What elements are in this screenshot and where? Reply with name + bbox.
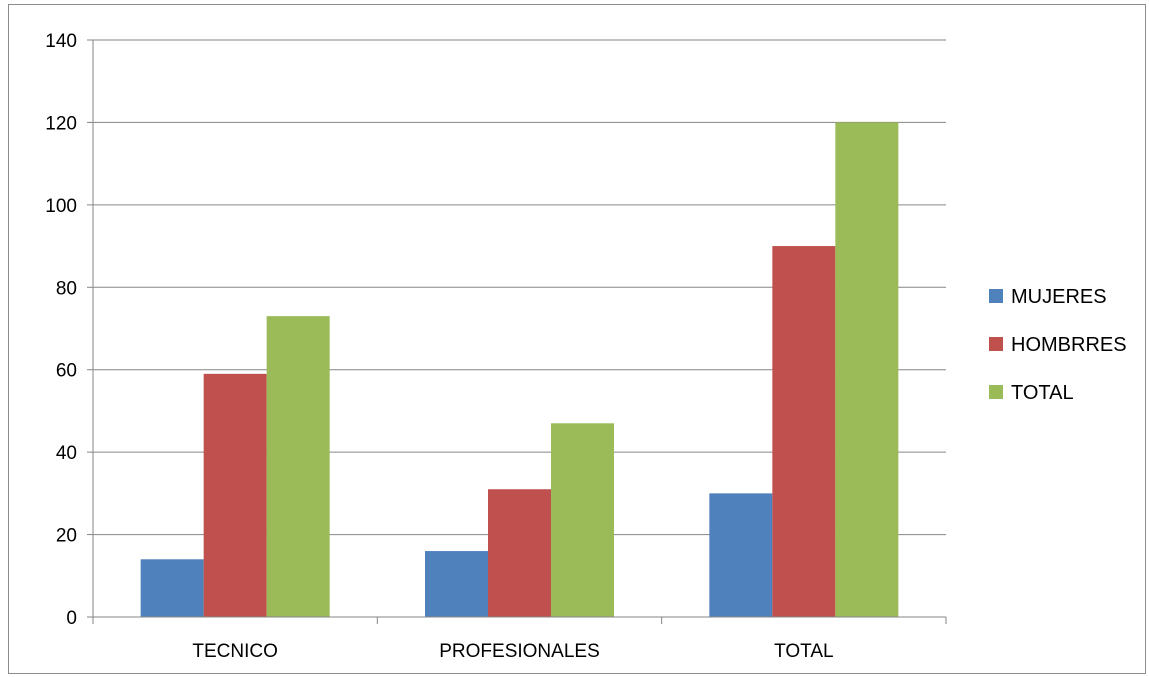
x-category-label: TOTAL: [774, 641, 833, 662]
x-category-label: TECNICO: [192, 641, 278, 662]
bar-mujeres-profesionales: [425, 551, 488, 617]
legend-label: HOMBRRES: [1011, 334, 1127, 356]
y-tick-label: 80: [56, 278, 77, 299]
bar-total-total: [835, 122, 899, 617]
legend-label: TOTAL: [1011, 382, 1074, 404]
legend-label: MUJERES: [1011, 286, 1107, 308]
y-tick-label: 100: [45, 196, 77, 217]
legend-swatch-total: [989, 385, 1003, 399]
legend-swatch-hombrres: [989, 337, 1003, 351]
legend: MUJERES HOMBRRES TOTAL: [989, 286, 1127, 404]
x-axis-category-labels: TECNICO PROFESIONALES TOTAL: [192, 641, 833, 662]
y-axis-tick-labels: 0 20 40 60 80 100 120 140: [45, 31, 77, 629]
bar-hombrres-tecnico: [203, 373, 267, 617]
bar-total-tecnico: [266, 316, 330, 617]
y-tick-label: 60: [56, 361, 77, 382]
bar-hombrres-total: [772, 246, 836, 618]
bar-hombrres-profesionales: [488, 489, 551, 617]
y-tick-label: 120: [45, 113, 77, 134]
legend-swatch-mujeres: [989, 289, 1003, 303]
y-tick-label: 40: [56, 443, 77, 464]
y-tick-label: 0: [66, 608, 77, 629]
bar-mujeres-total: [709, 493, 773, 617]
axes: [87, 39, 947, 624]
bar-mujeres-tecnico: [140, 559, 204, 617]
bars: [140, 122, 899, 618]
x-category-label: PROFESIONALES: [439, 641, 600, 662]
bar-total-profesionales: [551, 423, 614, 617]
y-tick-label: 140: [45, 31, 77, 52]
y-tick-label: 20: [56, 526, 77, 547]
